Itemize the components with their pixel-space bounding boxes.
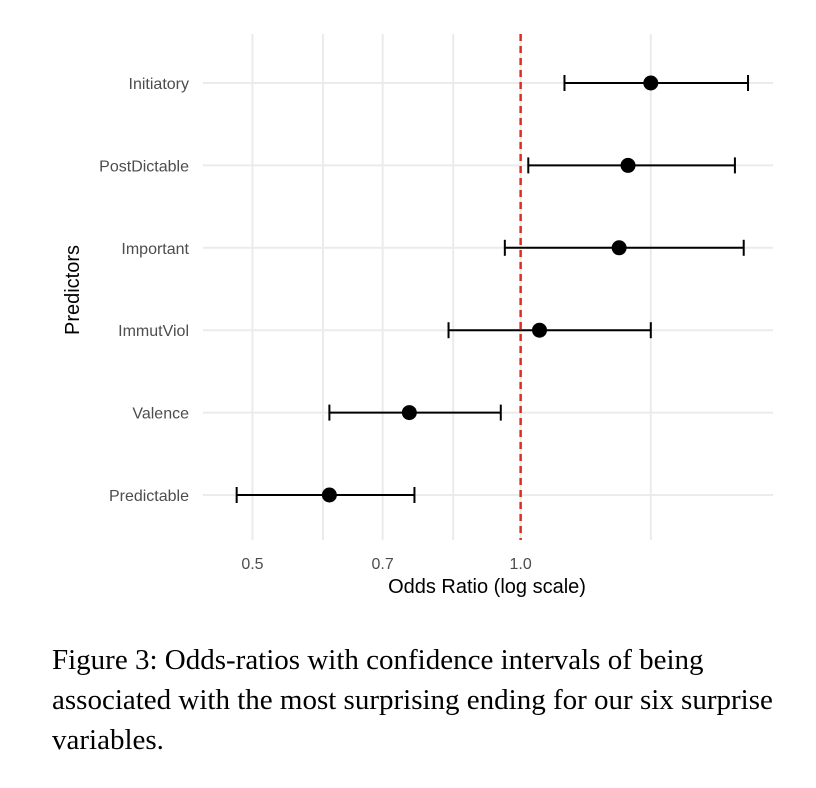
y-tick-label-important: Important <box>121 241 189 258</box>
x-tick-label: 1.0 <box>510 556 532 573</box>
forest-plot: Initiatory PostDictable Important ImmutViol… <box>62 34 773 598</box>
tick-labels: Initiatory PostDictable Important ImmutViol… <box>99 76 532 573</box>
estimate-point-immutviol <box>532 322 548 338</box>
x-tick-label: 0.7 <box>372 556 394 573</box>
y-tick-label-valence: Valence <box>132 406 189 423</box>
x-tick-label: 0.5 <box>241 556 263 573</box>
estimate-point-postdictable <box>620 157 636 173</box>
y-tick-label-postdictable: PostDictable <box>99 158 189 175</box>
y-axis-title: Predictors <box>62 245 84 335</box>
figure-caption: Figure 3: Odds-ratios with confidence in… <box>52 644 773 756</box>
y-tick-label-initiatory: Initiatory <box>129 76 189 93</box>
x-axis-title: Odds Ratio (log scale) <box>388 576 586 598</box>
y-tick-label-predictable: Predictable <box>109 488 189 505</box>
estimate-point-important <box>611 240 627 256</box>
confidence-intervals <box>235 75 750 503</box>
y-tick-label-immutviol: ImmutViol <box>118 323 189 340</box>
estimate-point-initiatory <box>643 75 659 91</box>
grid-lines <box>203 34 773 540</box>
estimate-point-predictable <box>321 487 337 503</box>
estimate-point-valence <box>401 405 417 421</box>
